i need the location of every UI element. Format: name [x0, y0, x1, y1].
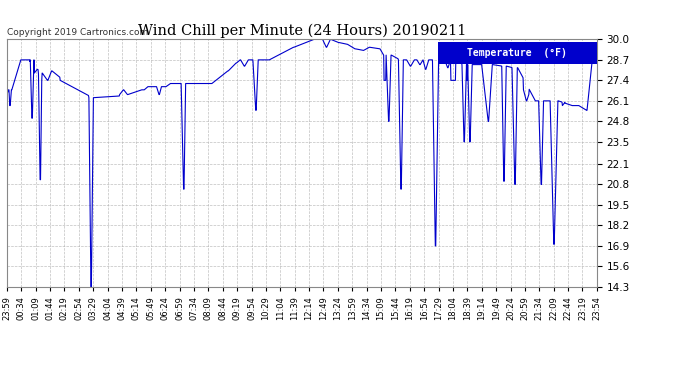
Title: Wind Chill per Minute (24 Hours) 20190211: Wind Chill per Minute (24 Hours) 2019021…	[138, 24, 466, 38]
Text: Copyright 2019 Cartronics.com: Copyright 2019 Cartronics.com	[7, 28, 148, 37]
